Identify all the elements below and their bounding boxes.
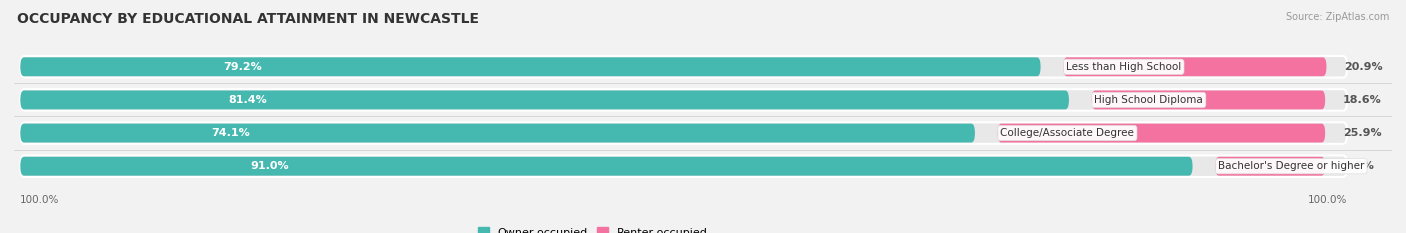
Text: 81.4%: 81.4% [229,95,267,105]
Text: 20.9%: 20.9% [1344,62,1384,72]
FancyBboxPatch shape [1063,57,1326,76]
FancyBboxPatch shape [20,124,974,143]
Text: 79.2%: 79.2% [224,62,262,72]
Text: Bachelor's Degree or higher: Bachelor's Degree or higher [1218,161,1364,171]
FancyBboxPatch shape [998,124,1326,143]
FancyBboxPatch shape [20,122,1347,144]
FancyBboxPatch shape [1091,90,1326,109]
Legend: Owner-occupied, Renter-occupied: Owner-occupied, Renter-occupied [474,223,713,233]
FancyBboxPatch shape [20,90,1069,109]
Text: Source: ZipAtlas.com: Source: ZipAtlas.com [1285,12,1389,22]
Text: 91.0%: 91.0% [250,161,290,171]
Text: 18.6%: 18.6% [1343,95,1382,105]
FancyBboxPatch shape [1215,157,1326,176]
FancyBboxPatch shape [20,57,1040,76]
Text: 25.9%: 25.9% [1343,128,1382,138]
FancyBboxPatch shape [20,155,1347,177]
Text: High School Diploma: High School Diploma [1094,95,1204,105]
Text: 74.1%: 74.1% [211,128,250,138]
FancyBboxPatch shape [20,56,1347,78]
Text: College/Associate Degree: College/Associate Degree [1001,128,1135,138]
Text: Less than High School: Less than High School [1066,62,1181,72]
FancyBboxPatch shape [20,157,1192,176]
Text: 9.0%: 9.0% [1343,161,1374,171]
Text: OCCUPANCY BY EDUCATIONAL ATTAINMENT IN NEWCASTLE: OCCUPANCY BY EDUCATIONAL ATTAINMENT IN N… [17,12,479,26]
FancyBboxPatch shape [20,89,1347,111]
